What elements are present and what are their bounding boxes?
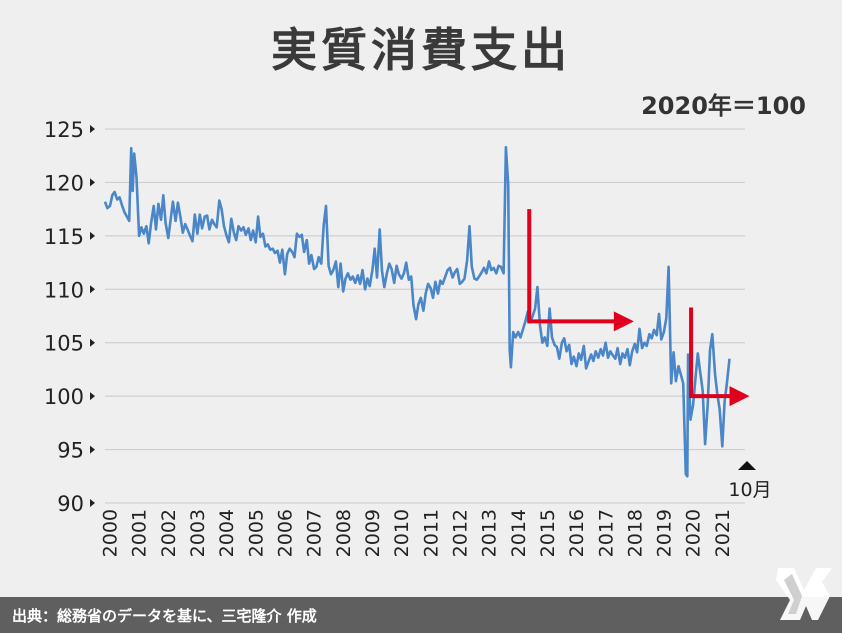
x-tick: 2012 <box>449 509 471 557</box>
x-tick-label: 2000 <box>100 509 122 557</box>
x-tick-label: 2010 <box>391 509 413 557</box>
unit-label: 2020年＝100 <box>641 92 806 120</box>
x-tick: 2017 <box>595 509 617 557</box>
x-tick-label: 2003 <box>187 509 209 557</box>
x-tick: 2021 <box>712 509 734 557</box>
source-text: 出典：総務省のデータを基に、三宅隆介 作成 <box>12 607 317 625</box>
x-tick-label: 2012 <box>449 509 471 557</box>
x-tick: 2019 <box>654 509 676 557</box>
x-tick: 2010 <box>391 509 413 557</box>
x-tick-label: 2015 <box>537 509 559 557</box>
chart-title: 実質消費支出 <box>271 23 571 77</box>
x-tick-label: 2018 <box>624 509 646 557</box>
y-tick-label: 105 <box>44 332 84 356</box>
y-tick-arrow-icon <box>90 392 95 401</box>
x-tick-label: 2006 <box>275 509 297 557</box>
trend-arrow <box>689 307 750 407</box>
x-axis-ticks: 2000 2001 2002 2003 2004 2005 2006 2007 2008 2009… <box>100 509 734 557</box>
x-tick-label: 2017 <box>595 509 617 557</box>
y-tick-arrow-icon <box>90 178 95 187</box>
y-tick-label: 95 <box>57 439 84 463</box>
x-tick-label: 2021 <box>712 509 734 557</box>
y-tick-arrow-icon <box>90 125 95 133</box>
y-tick-arrow-icon <box>90 338 95 347</box>
annotation-marker-icon <box>738 461 756 470</box>
arrow-head-icon <box>729 386 750 407</box>
y-tick-label: 125 <box>44 118 84 142</box>
y-tick-label: 110 <box>44 278 84 302</box>
y-tick-label: 90 <box>57 492 84 516</box>
x-tick: 2004 <box>216 509 238 557</box>
trend-arrows <box>527 209 750 407</box>
x-tick-label: 2007 <box>304 509 326 557</box>
y-tick-arrow-icon <box>90 499 95 507</box>
x-tick: 2016 <box>566 509 588 557</box>
grid-lines <box>105 128 745 504</box>
trend-arrow <box>527 209 634 332</box>
x-tick: 2005 <box>245 509 267 557</box>
x-tick: 2015 <box>537 509 559 557</box>
y-tick-label: 115 <box>44 225 84 249</box>
x-tick: 2009 <box>362 509 384 557</box>
series-line <box>103 145 731 478</box>
y-tick-arrow-icon <box>90 445 95 454</box>
y-tick-label: 120 <box>44 171 84 195</box>
x-tick-label: 2011 <box>420 509 442 557</box>
x-tick: 2007 <box>304 509 326 557</box>
y-tick-arrow-icon <box>90 285 95 294</box>
y-tick-arrow-icon <box>90 231 95 240</box>
x-tick: 2014 <box>508 509 530 557</box>
x-tick-label: 2001 <box>129 509 151 557</box>
x-tick: 2020 <box>683 509 705 557</box>
x-tick-label: 2002 <box>158 509 180 557</box>
x-tick-label: 2019 <box>654 509 676 557</box>
series-layer <box>103 145 731 478</box>
brand-logo-icon <box>776 568 832 620</box>
x-tick: 2008 <box>333 509 355 557</box>
y-tick-label: 100 <box>44 385 84 409</box>
source-footer: 出典：総務省のデータを基に、三宅隆介 作成 <box>0 597 842 633</box>
x-tick-label: 2014 <box>508 509 530 557</box>
x-tick: 2018 <box>624 509 646 557</box>
x-tick-label: 2009 <box>362 509 384 557</box>
x-tick: 2002 <box>158 509 180 557</box>
x-tick-label: 2008 <box>333 509 355 557</box>
arrow-head-icon <box>613 311 634 332</box>
x-tick: 2000 <box>100 509 122 557</box>
y-axis-ticks: 90 95 100 105 110 115 120 125 <box>44 118 95 516</box>
x-tick-label: 2004 <box>216 509 238 557</box>
x-tick-label: 2016 <box>566 509 588 557</box>
x-tick: 2013 <box>479 509 501 557</box>
annotation-label: 10月 <box>728 479 771 501</box>
x-tick: 2011 <box>420 509 442 557</box>
annotation-layer: 10月 <box>728 461 772 501</box>
x-tick-label: 2013 <box>479 509 501 557</box>
x-tick: 2003 <box>187 509 209 557</box>
x-tick-label: 2020 <box>683 509 705 557</box>
x-tick-label: 2005 <box>245 509 267 557</box>
x-tick: 2006 <box>275 509 297 557</box>
x-tick: 2001 <box>129 509 151 557</box>
